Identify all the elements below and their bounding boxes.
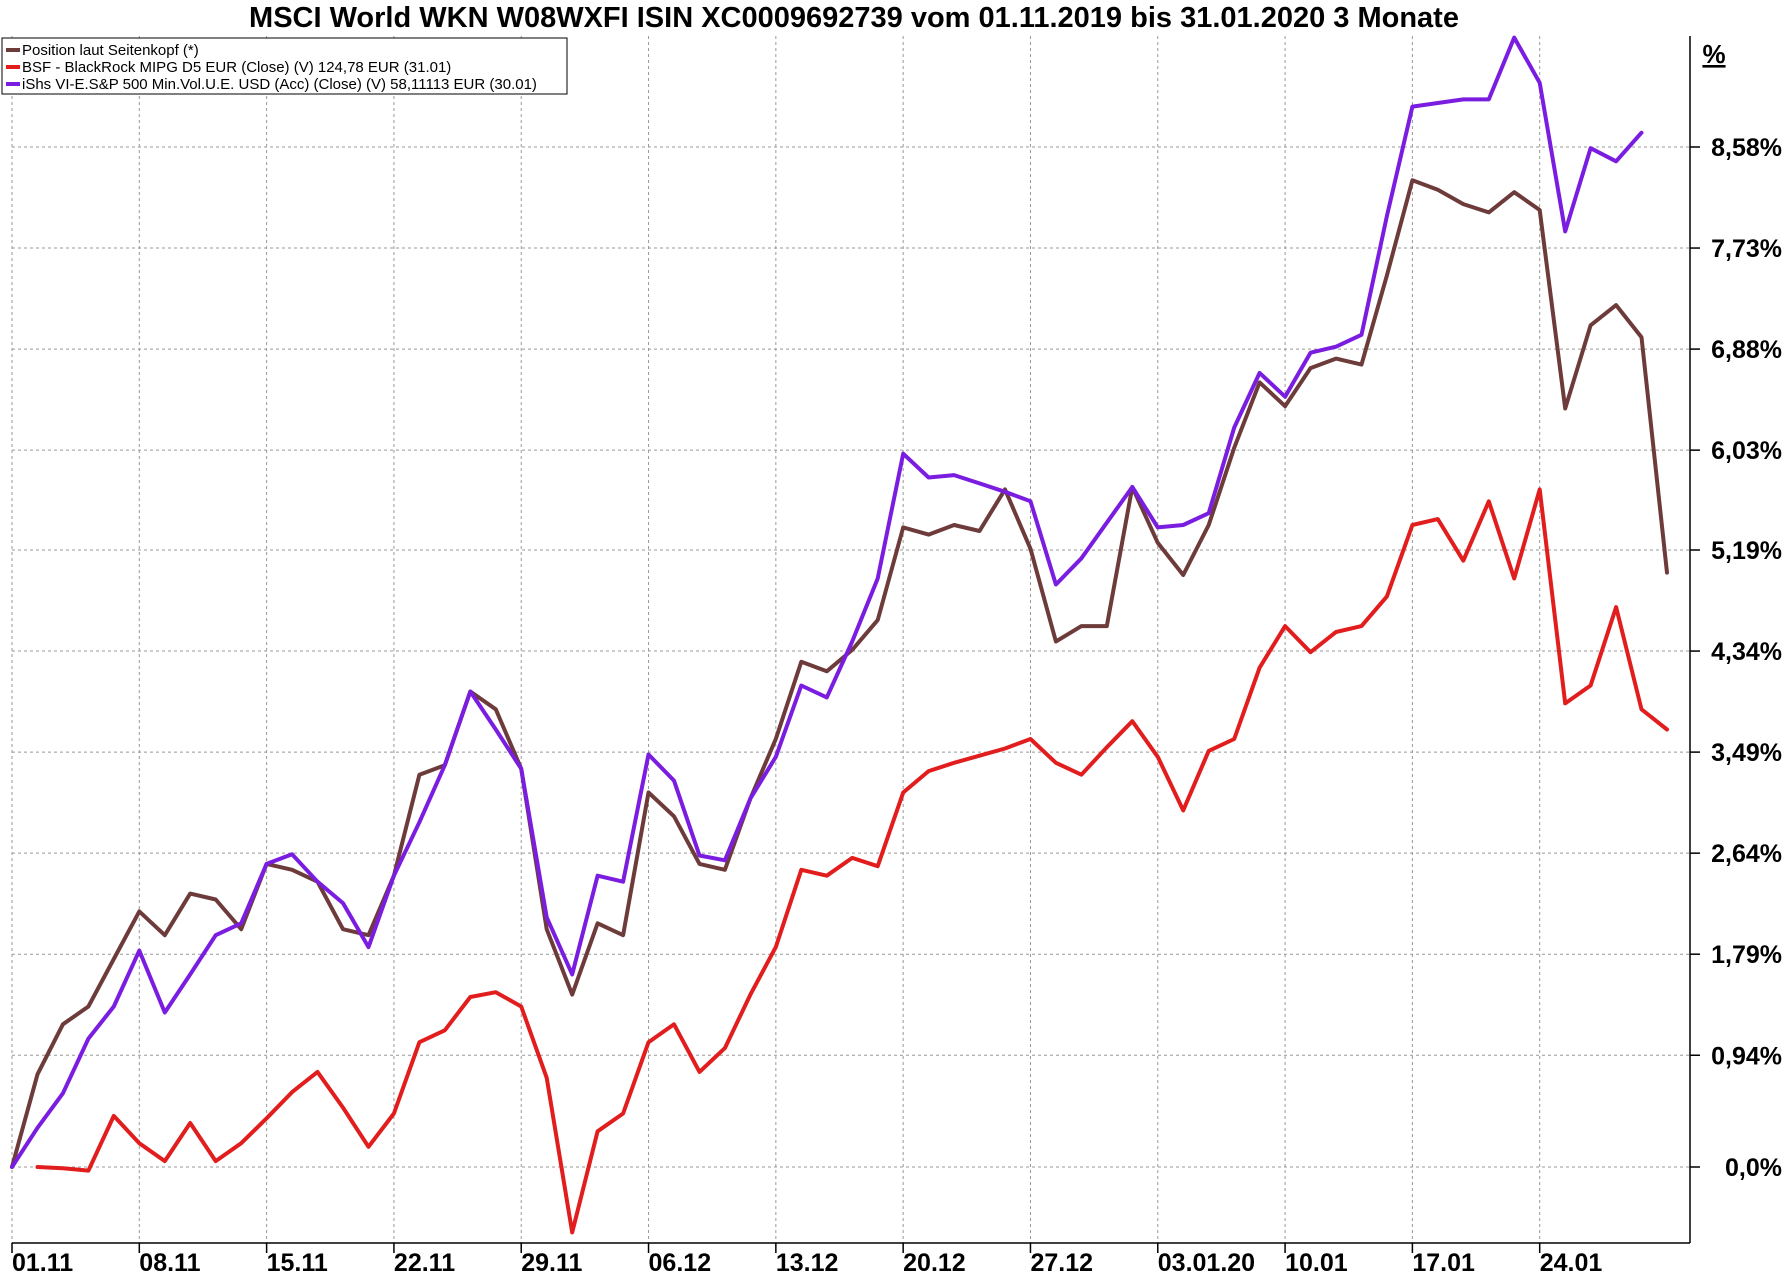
y-tick-labels: 0,0% 0,94% 1,79% 2,64% 3,49% 4,34% 5,19% 6,03% 6… — [1711, 134, 1782, 1182]
y-tick-label: 3,49% — [1711, 739, 1782, 767]
y-tick-label: 1,79% — [1711, 941, 1782, 969]
x-tick-labels: 01.11 08.11 15.11 22.11 29.11 06.12 13.12 20.12… — [12, 1249, 1602, 1277]
y-unit-label: % — [1702, 39, 1725, 69]
y-tick-label: 5,19% — [1711, 537, 1782, 565]
x-tick-label: 27.12 — [1030, 1249, 1093, 1277]
y-tick-label: 6,03% — [1711, 437, 1782, 465]
chart-title: MSCI World WKN W08WXFI ISIN XC0009692739… — [249, 2, 1459, 34]
series-line-1 — [10, 178, 1669, 1169]
y-tick-label: 4,34% — [1711, 638, 1782, 666]
legend-box — [1, 37, 568, 95]
x-tick-label: 06.12 — [649, 1249, 712, 1277]
x-tick-label: 10.01 — [1285, 1249, 1348, 1277]
axes — [11, 36, 1700, 1253]
series-line-2 — [35, 487, 1669, 1235]
series-lines — [10, 35, 1669, 1235]
y-tick-label: 7,73% — [1711, 235, 1782, 263]
legend: Position laut Seitenkopf (*)BSF - BlackR… — [1, 37, 568, 95]
series-line-3 — [10, 35, 1644, 1169]
x-tick-label: 17.01 — [1412, 1249, 1475, 1277]
x-tick-label: 03.01.20 — [1158, 1249, 1255, 1277]
x-tick-label: 13.12 — [776, 1249, 839, 1277]
x-tick-label: 08.11 — [139, 1249, 200, 1277]
x-tick-label: 24.01 — [1540, 1249, 1603, 1277]
x-tick-label: 22.11 — [394, 1249, 455, 1277]
x-tick-label: 20.12 — [903, 1249, 966, 1277]
gridlines — [11, 36, 1690, 1243]
x-tick-label: 15.11 — [267, 1249, 328, 1277]
y-tick-label: 0,94% — [1711, 1042, 1782, 1070]
legend-entry: BSF - BlackRock MIPG D5 EUR (Close) (V) … — [22, 59, 451, 76]
y-tick-label: 2,64% — [1711, 840, 1782, 868]
legend-entry: iShs VI-E.S&P 500 Min.Vol.U.E. USD (Acc)… — [22, 76, 537, 93]
legend-entry: Position laut Seitenkopf (*) — [22, 42, 199, 59]
x-tick-label: 01.11 — [12, 1249, 73, 1277]
y-tick-label: 0,0% — [1725, 1154, 1782, 1182]
x-tick-label: 29.11 — [521, 1249, 582, 1277]
y-tick-label: 8,58% — [1711, 134, 1782, 162]
y-tick-label: 6,88% — [1711, 336, 1782, 364]
